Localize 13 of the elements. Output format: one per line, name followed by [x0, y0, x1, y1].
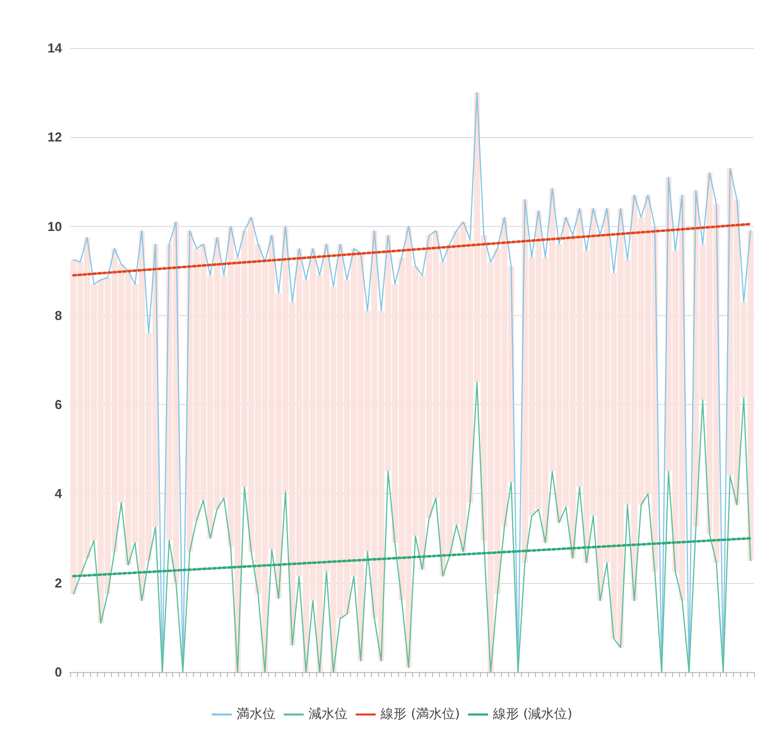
legend-label: 線形 (減水位)	[492, 707, 572, 722]
y-tick-label: 14	[48, 40, 63, 56]
y-tick-label: 0	[54, 664, 62, 680]
line-series	[72, 382, 752, 673]
legend-label: 減水位	[308, 707, 348, 722]
y-tick-label: 2	[54, 575, 62, 590]
y-tick-label: 10	[48, 218, 62, 234]
y-tick-label: 8	[54, 308, 62, 323]
y-tick-label: 4	[54, 486, 63, 502]
legend-label: 満水位	[236, 707, 276, 722]
legend-label: 線形 (満水位)	[380, 707, 460, 722]
y-tick-label: 12	[48, 130, 62, 145]
y-tick-label: 6	[54, 397, 62, 412]
